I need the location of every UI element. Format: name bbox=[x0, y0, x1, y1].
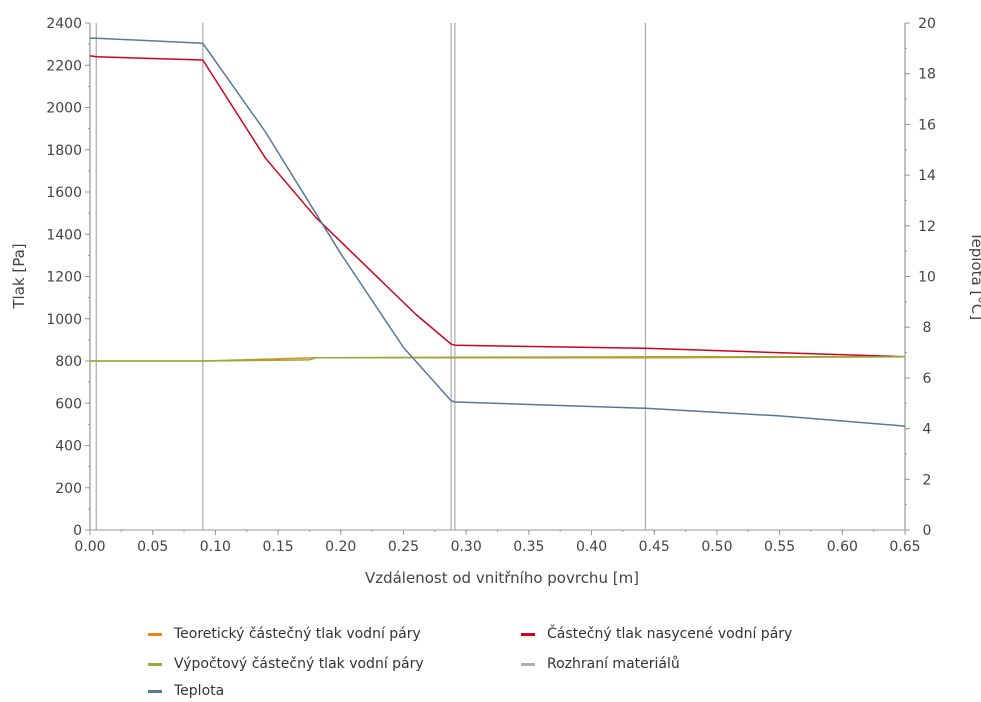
y-right-tick-label: 4 bbox=[923, 422, 932, 438]
x-tick-label: 0.00 bbox=[74, 539, 105, 555]
y-left-tick-label: 1000 bbox=[46, 312, 82, 328]
y-right-tick-label: 20 bbox=[918, 16, 936, 32]
y-right-tick-label: 18 bbox=[918, 67, 936, 83]
y-axis-right-label: Teplota [°C] bbox=[968, 231, 981, 320]
x-tick-label: 0.25 bbox=[388, 539, 419, 555]
y-left-tick-label: 800 bbox=[55, 354, 82, 370]
y-right-tick-label: 14 bbox=[918, 168, 936, 184]
x-tick-label: 0.55 bbox=[764, 539, 795, 555]
x-axis-label: Vzdálenost od vnitřního povrchu [m] bbox=[365, 569, 639, 587]
x-tick-label: 0.40 bbox=[576, 539, 607, 555]
series-line-4 bbox=[90, 37, 906, 427]
y-left-tick-label: 1200 bbox=[46, 270, 82, 286]
y-left-tick-label: 600 bbox=[55, 396, 82, 412]
y-right-tick-label: 6 bbox=[923, 371, 932, 387]
y-left-tick-label: 0 bbox=[73, 523, 82, 539]
y-left-tick-label: 2200 bbox=[46, 58, 82, 74]
x-tick-label: 0.05 bbox=[137, 539, 168, 555]
x-tick-label: 0.45 bbox=[639, 539, 670, 555]
y-left-tick-label: 2400 bbox=[46, 16, 82, 32]
x-tick-label: 0.35 bbox=[513, 539, 544, 555]
y-right-tick-label: 12 bbox=[918, 219, 936, 235]
x-tick-label: 0.15 bbox=[262, 539, 293, 555]
y-right-tick-label: 2 bbox=[923, 472, 932, 488]
y-axis-left-label: Tlak [Pa] bbox=[10, 243, 28, 309]
series-line-2 bbox=[90, 356, 906, 362]
x-tick-label: 0.60 bbox=[827, 539, 858, 555]
y-right-tick-label: 8 bbox=[923, 320, 932, 336]
y-left-tick-label: 1400 bbox=[46, 227, 82, 243]
y-left-tick-label: 1800 bbox=[46, 143, 82, 159]
y-left-tick-label: 2000 bbox=[46, 101, 82, 117]
y-left-tick-label: 1600 bbox=[46, 185, 82, 201]
x-tick-label: 0.65 bbox=[889, 539, 920, 555]
y-left-tick-label: 400 bbox=[55, 439, 82, 455]
series-line-1 bbox=[89, 54, 906, 358]
x-tick-label: 0.50 bbox=[701, 539, 732, 555]
x-tick-label: 0.20 bbox=[325, 539, 356, 555]
x-tick-label: 0.30 bbox=[451, 539, 482, 555]
y-right-tick-label: 16 bbox=[918, 117, 936, 133]
y-left-tick-label: 200 bbox=[55, 481, 82, 497]
y-right-tick-label: 10 bbox=[918, 270, 936, 286]
x-tick-label: 0.10 bbox=[200, 539, 231, 555]
y-right-tick-label: 0 bbox=[923, 523, 932, 539]
